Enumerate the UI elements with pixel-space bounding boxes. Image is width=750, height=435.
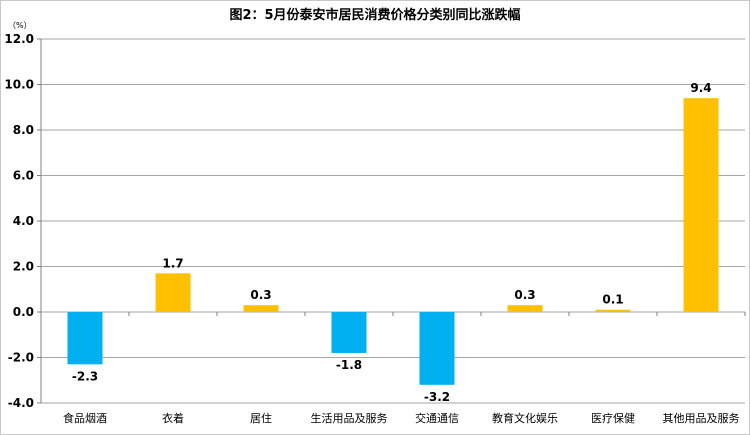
y-tick-label: 0.0 <box>13 305 34 319</box>
y-tick-label: -4.0 <box>8 396 34 410</box>
data-label: -2.3 <box>72 369 98 383</box>
bar <box>155 273 191 312</box>
axes <box>40 39 746 403</box>
data-label: -3.2 <box>424 390 450 404</box>
data-label: 1.7 <box>162 256 183 270</box>
bar <box>67 312 103 365</box>
unit-label: （%） <box>8 21 32 30</box>
bar <box>683 98 719 313</box>
y-tick-label: 2.0 <box>13 260 34 274</box>
bar <box>243 305 279 312</box>
bar <box>419 312 455 385</box>
data-label: 0.3 <box>514 288 535 302</box>
x-tick-label: 交通通信 <box>415 411 459 425</box>
x-axis-ticks: 食品烟酒 衣着 居住 生活用品及服务 交通通信 教育文化娱乐 医疗保健 其他用品及服务 <box>63 411 740 425</box>
x-tick-label: 生活用品及服务 <box>311 411 388 425</box>
x-tick-label: 食品烟酒 <box>63 411 107 425</box>
data-label: -1.8 <box>336 358 362 372</box>
x-tick-label: 其他用品及服务 <box>663 412 740 425</box>
data-label: 0.3 <box>250 288 271 302</box>
chart-title: 图2：5月份泰安市居民消费价格分类别同比涨跌幅 <box>229 7 520 23</box>
y-tick-label: -2.0 <box>8 351 34 365</box>
gridlines <box>37 38 745 404</box>
bar <box>331 312 367 353</box>
y-tick-label: 4.0 <box>13 214 34 228</box>
y-tick-label: 8.0 <box>13 123 34 137</box>
data-labels: -2.3 1.7 0.3 -1.8 -3.2 0.3 0.1 9.4 <box>72 81 712 404</box>
x-tick-label: 衣着 <box>162 411 184 425</box>
data-label: 0.1 <box>602 293 623 307</box>
bar <box>595 309 631 312</box>
y-axis-ticks: -4.0 -2.0 0.0 2.0 4.0 6.0 8.0 10.0 12.0 <box>4 32 34 410</box>
y-tick-label: 6.0 <box>13 169 34 183</box>
y-tick-label: 10.0 <box>4 78 34 92</box>
bar <box>507 305 543 312</box>
bars <box>67 98 719 385</box>
data-label: 9.4 <box>690 81 711 95</box>
x-tick-label: 居住 <box>250 411 272 425</box>
x-tick-label: 医疗保健 <box>591 411 635 425</box>
y-tick-label: 12.0 <box>4 32 34 46</box>
x-tick-label: 教育文化娱乐 <box>492 411 558 425</box>
